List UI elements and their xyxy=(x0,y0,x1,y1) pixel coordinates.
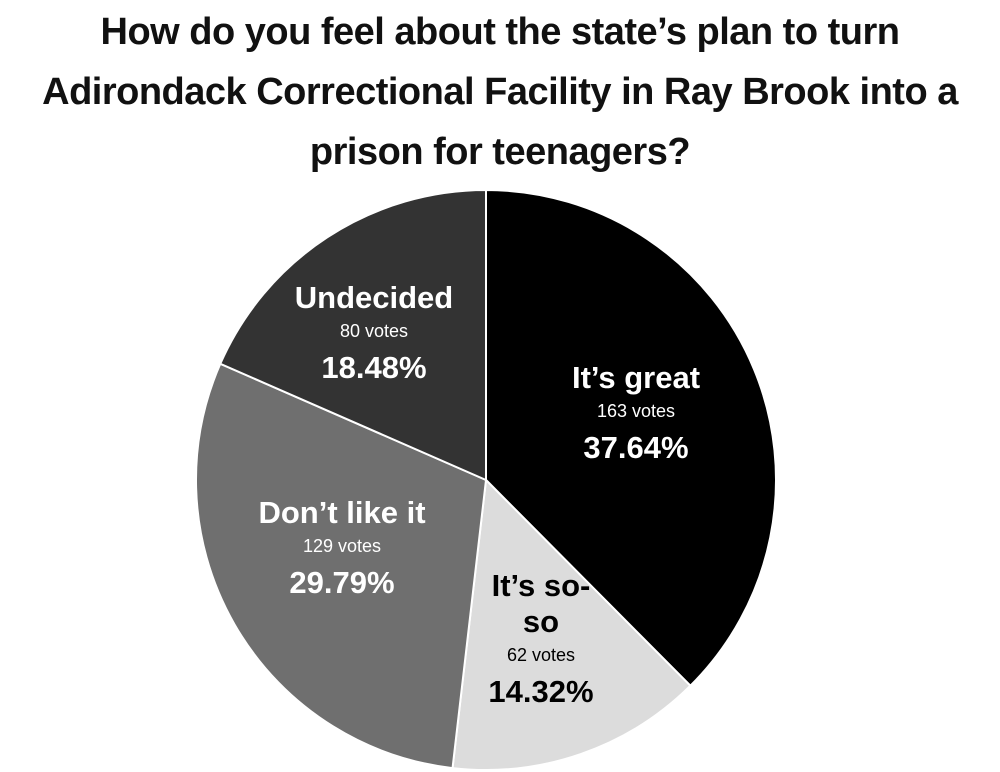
category-label: Don’t like it xyxy=(258,495,426,530)
votes-label: 62 votes xyxy=(506,645,576,665)
slice-label: Don’t like it 129 votes 29.79% xyxy=(258,495,425,605)
slice-label: It’s so-so 62 votes 14.32% xyxy=(486,568,596,714)
category-label: It’s great xyxy=(571,360,701,395)
votes-label: 163 votes xyxy=(596,401,676,421)
pie-slice xyxy=(195,362,488,770)
category-label: Undecided xyxy=(294,280,454,315)
chart-title: How do you feel about the state’s plan t… xyxy=(42,11,958,173)
pie-slice xyxy=(485,188,777,688)
value-label: 18.48% xyxy=(321,350,427,385)
pie-slice xyxy=(218,188,487,482)
slice-label: It’s great 163 votes 37.64% xyxy=(572,360,700,470)
value-label: 14.32% xyxy=(488,674,594,709)
slice-label: Undecided 80 votes 18.48% xyxy=(295,280,453,390)
value-label: 29.79% xyxy=(289,565,395,600)
votes-label: 80 votes xyxy=(339,321,409,341)
value-label: 37.64% xyxy=(583,430,689,465)
category-label: It’s so-so xyxy=(491,568,591,639)
pie-slice xyxy=(451,477,692,771)
votes-label: 129 votes xyxy=(302,536,382,556)
